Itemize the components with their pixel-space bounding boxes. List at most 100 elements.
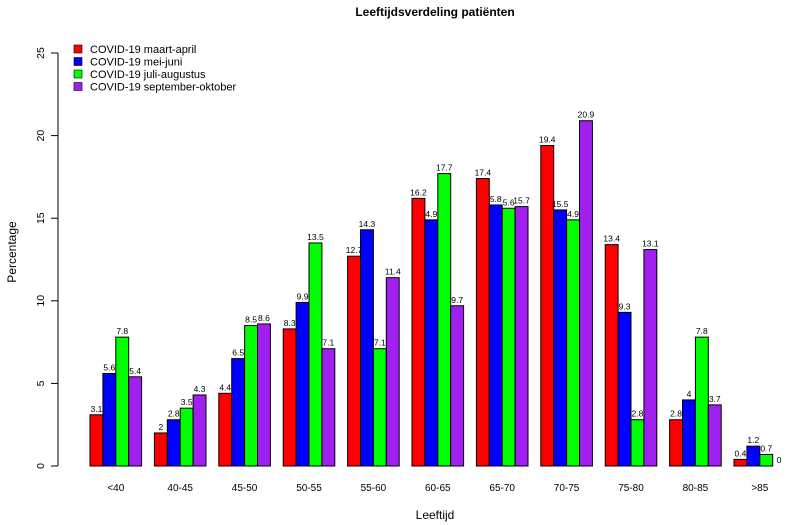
bar — [166, 419, 181, 467]
bar — [488, 204, 503, 467]
y-tick-label: 20 — [35, 130, 47, 142]
bar-value-label: 16.2 — [410, 187, 427, 197]
bar — [566, 219, 580, 467]
bar — [514, 206, 529, 467]
bar — [475, 178, 490, 467]
category-labels-group: <40 40-45 45-50 50-55 55-60 60-65 65-70 70-75 75… — [107, 483, 768, 494]
bar-value-label: 12.7 — [346, 245, 363, 255]
bar-value-label: 7.8 — [696, 326, 708, 336]
bar — [282, 328, 297, 467]
y-tick-label: 5 — [35, 380, 47, 386]
bar — [115, 336, 130, 467]
x-axis-label: Leeftijd — [416, 508, 455, 522]
bar-value-label: 2.8 — [670, 409, 682, 419]
bar — [372, 348, 387, 467]
y-tick-label: 25 — [35, 47, 47, 59]
category-label: 40-45 — [167, 483, 193, 494]
bar-value-label: 9.7 — [451, 295, 463, 305]
category-label: 50-55 — [296, 483, 322, 494]
bar — [411, 197, 426, 467]
bars-group — [89, 120, 774, 467]
category-label: 60-65 — [425, 483, 451, 494]
bar-value-label: 7.1 — [322, 338, 334, 348]
bar-value-label: 0.7 — [760, 443, 772, 453]
category-label: <40 — [107, 483, 124, 494]
bar-value-label: 6.5 — [232, 348, 244, 358]
bar — [630, 419, 645, 467]
bar — [257, 323, 271, 467]
category-label: 55-60 — [361, 483, 387, 494]
bar-value-label: 3.7 — [709, 394, 721, 404]
bar — [295, 301, 310, 467]
bar — [424, 219, 439, 467]
bar — [669, 419, 683, 467]
bar-value-label: 5.4 — [129, 366, 141, 376]
bar — [385, 277, 400, 467]
bar — [360, 229, 374, 467]
bar-value-label: 2.8 — [632, 409, 644, 419]
bar-value-label: 13.4 — [603, 234, 620, 244]
bar-value-label: 2 — [158, 422, 163, 432]
bar-value-label: 17.7 — [436, 163, 453, 173]
bar — [231, 358, 246, 467]
bar — [746, 445, 761, 467]
bar — [89, 414, 104, 467]
bar-value-label: 5.6 — [503, 197, 515, 207]
bar — [707, 404, 722, 467]
bar — [617, 311, 632, 467]
bar-value-label: 14.3 — [359, 219, 376, 229]
bar-value-label: 8.6 — [258, 313, 270, 323]
category-label: 65-70 — [489, 483, 515, 494]
y-tick-label: 0 — [35, 463, 47, 469]
bar — [759, 453, 774, 467]
y-tick-label: 10 — [35, 295, 47, 307]
category-label: >85 — [751, 483, 768, 494]
bar-value-label: 15.5 — [552, 199, 569, 209]
category-label: 75-80 — [618, 483, 644, 494]
bar — [733, 458, 748, 467]
bar-value-label: 7.8 — [116, 326, 128, 336]
bar-value-label: 13.5 — [307, 232, 324, 242]
bar-value-label: 4.3 — [194, 384, 206, 394]
bar — [643, 249, 658, 467]
bar-value-label: 0 — [777, 455, 782, 465]
category-label: 80-85 — [683, 483, 709, 494]
bar-value-label: 4 — [687, 389, 692, 399]
bar-value-label: 8.3 — [284, 318, 296, 328]
bar — [321, 348, 336, 467]
bar — [437, 173, 452, 467]
y-axis-ticks: 0 5 10 15 20 25 — [35, 47, 58, 469]
bar — [450, 305, 465, 467]
bar-value-label: 13.1 — [642, 239, 659, 249]
bar — [604, 244, 619, 467]
bar — [218, 392, 233, 467]
chart-title: Leeftijdsverdeling patiënten — [355, 5, 514, 19]
bar — [540, 145, 555, 467]
legend-entry-label: COVID-19 juli-augustus — [90, 69, 206, 81]
legend-swatch — [73, 82, 83, 91]
bar — [128, 376, 143, 467]
bar-value-label: 8.5 — [245, 315, 257, 325]
bar-value-label: 0.4 — [735, 448, 747, 458]
legend-entry-label: COVID-19 september-oktober — [90, 82, 236, 94]
bar-value-label: 4.9 — [567, 209, 579, 219]
bar-value-label: 15.7 — [513, 196, 530, 206]
bar — [682, 399, 696, 467]
bar-value-label: 4.9 — [425, 209, 437, 219]
category-label: 45-50 — [232, 483, 258, 494]
bar-value-label: 20.9 — [578, 110, 595, 120]
bar-value-label: 3.1 — [91, 404, 103, 414]
bar — [579, 120, 593, 467]
bar — [347, 255, 362, 467]
y-tick-label: 15 — [35, 212, 47, 224]
legend-swatch — [73, 69, 83, 79]
bar — [553, 209, 568, 467]
bar — [308, 242, 323, 467]
legend-entry-label: COVID-19 mei-juni — [90, 57, 182, 69]
bar-value-label: 17.4 — [475, 168, 492, 178]
bar — [501, 207, 516, 467]
bar — [153, 432, 168, 467]
y-axis-label: Percentage — [5, 221, 19, 283]
